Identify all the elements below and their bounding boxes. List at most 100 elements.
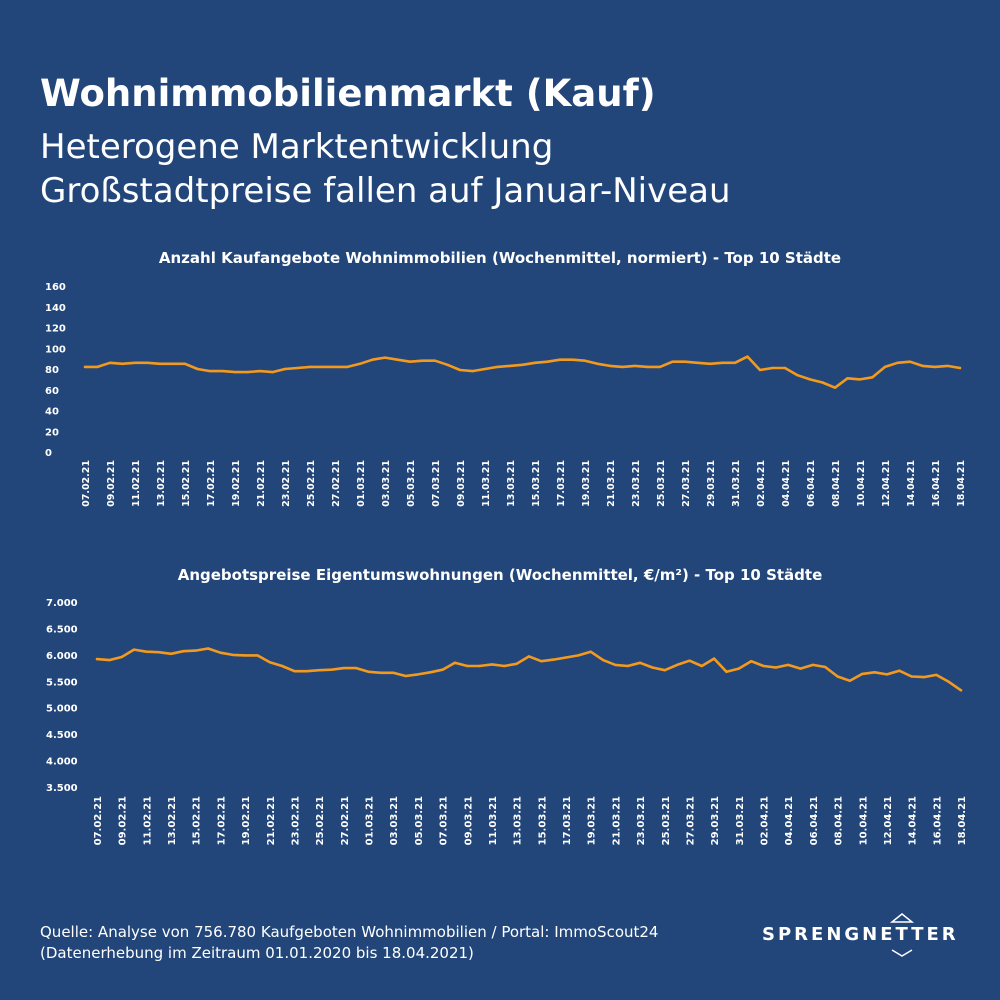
x-tick-label: 09.03.21 (463, 796, 474, 845)
data-point (861, 672, 864, 676)
data-point (433, 359, 437, 362)
x-tick-label: 15.02.21 (181, 460, 192, 507)
data-point (910, 675, 913, 678)
x-tick-label: 11.02.21 (131, 460, 142, 507)
data-point (441, 668, 444, 671)
x-tick-label: 16.04.21 (931, 460, 942, 507)
data-point (848, 679, 852, 682)
x-tick-label: 11.03.21 (481, 460, 492, 507)
data-point (601, 658, 605, 662)
x-tick-label: 19.02.21 (241, 796, 252, 845)
x-tick-label: 19.02.21 (231, 460, 242, 507)
data-point (671, 360, 674, 363)
x-tick-label: 18.04.21 (956, 460, 967, 507)
data-point (496, 365, 499, 369)
data-point (145, 650, 148, 653)
x-tick-label: 07.03.21 (439, 796, 450, 845)
x-tick-label: 25.03.21 (661, 796, 672, 845)
data-point (318, 669, 321, 672)
data-point (283, 367, 287, 371)
y-tick-label: 60 (45, 386, 59, 397)
data-point (183, 362, 187, 365)
y-tick-label: 6.500 (46, 624, 78, 635)
data-point (908, 360, 912, 363)
y-tick-label: 140 (45, 303, 66, 314)
x-tick-label: 21.03.21 (606, 460, 617, 507)
data-point (675, 663, 679, 667)
data-point (243, 654, 247, 657)
x-tick-label: 06.04.21 (809, 796, 820, 845)
data-point (515, 662, 518, 665)
data-point (783, 366, 787, 370)
data-point (508, 364, 512, 368)
data-point (483, 367, 487, 371)
x-tick-label: 16.04.21 (932, 796, 943, 845)
y-tick-label: 160 (45, 282, 66, 293)
x-tick-label: 08.04.21 (831, 460, 842, 507)
x-tick-label: 10.04.21 (858, 796, 869, 845)
data-point (725, 670, 728, 673)
series-line (95, 647, 963, 692)
data-point (858, 378, 862, 381)
data-point (700, 664, 703, 668)
data-point (96, 365, 99, 369)
x-tick-label: 04.04.21 (781, 460, 792, 507)
data-point (608, 364, 612, 368)
x-tick-label: 09.02.21 (106, 460, 117, 507)
data-point (762, 664, 765, 668)
data-point (256, 654, 259, 657)
y-tick-label: 7.000 (46, 598, 78, 609)
x-tick-label: 09.03.21 (456, 460, 467, 507)
data-point (95, 657, 99, 661)
data-point (811, 663, 815, 667)
y-tick-label: 6.000 (46, 651, 78, 662)
data-point (651, 666, 654, 669)
x-tick-label: 23.03.21 (631, 460, 642, 507)
logo-bracket-icon (889, 913, 915, 957)
data-point (392, 671, 395, 674)
listings-count-chart: 160 140 120 100 80 60 40 20 0 07.02.21 09.02.21 11.… (45, 282, 967, 507)
data-point (663, 669, 666, 672)
asking-price-chart: 7.000 6.500 6.000 5.500 5.000 4.500 4.000 3.500… (46, 598, 968, 845)
data-point (221, 369, 224, 373)
x-tick-label: 05.03.21 (414, 796, 425, 845)
x-tick-label: 05.03.21 (406, 460, 417, 507)
data-point (83, 365, 87, 369)
data-point (194, 649, 197, 652)
data-point (521, 363, 524, 366)
x-tick-label: 19.03.21 (587, 796, 598, 845)
data-point (490, 663, 494, 666)
data-point (466, 664, 469, 668)
x-tick-label: 11.03.21 (488, 796, 499, 845)
x-tick-label: 15.02.21 (192, 796, 203, 845)
x-tick-label: 13.02.21 (167, 796, 178, 845)
x-tick-label: 04.04.21 (784, 796, 795, 845)
data-point (533, 361, 537, 364)
data-point (206, 647, 210, 650)
y-tick-label: 5.500 (46, 677, 78, 688)
x-tick-label: 14.04.21 (906, 460, 917, 507)
x-tick-label: 13.03.21 (513, 796, 524, 845)
x-tick-label: 21.02.21 (266, 796, 277, 845)
x-tick-label: 11.02.21 (142, 796, 153, 845)
chart-2-title: Angebotspreise Eigentumswohnungen (Woche… (177, 566, 823, 584)
data-point (182, 650, 185, 653)
chart-1-title: Anzahl Kaufangebote Wohnimmobilien (Woch… (158, 249, 842, 267)
data-point (947, 680, 950, 683)
logo-text: SPRENGNETTER (762, 924, 959, 945)
data-point (958, 366, 962, 370)
data-point (120, 655, 123, 659)
series-line (83, 355, 962, 389)
data-point (846, 377, 849, 380)
data-point (558, 358, 562, 361)
data-point (633, 364, 637, 368)
data-point (342, 666, 346, 670)
x-tick-label: 27.02.21 (331, 460, 342, 507)
x-tick-label: 17.03.21 (556, 460, 567, 507)
data-point (577, 654, 580, 657)
x-tick-label: 27.03.21 (685, 796, 696, 845)
data-point (293, 670, 296, 673)
data-point (824, 665, 827, 669)
data-point (771, 366, 774, 370)
data-point (358, 362, 362, 365)
